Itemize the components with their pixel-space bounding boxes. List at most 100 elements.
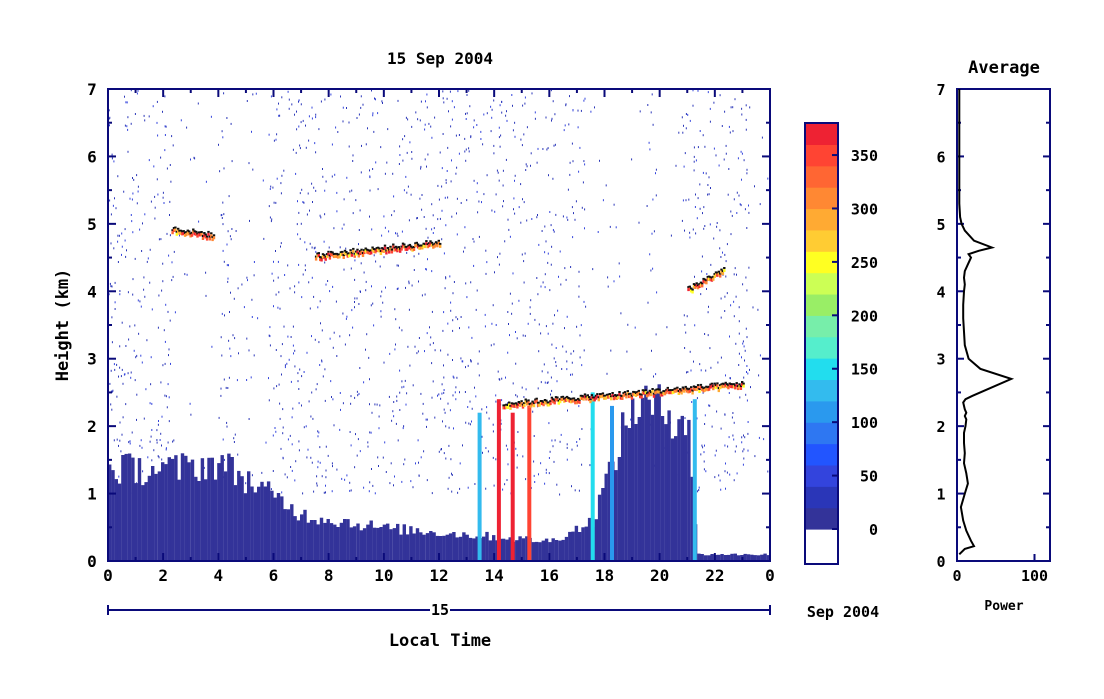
- layer-core: [633, 393, 636, 397]
- noise-speckle: [127, 128, 129, 131]
- noise-speckle: [151, 308, 153, 311]
- noise-speckle: [368, 490, 370, 493]
- layer-core: [632, 392, 635, 396]
- boundary-layer-column: [439, 536, 443, 561]
- boundary-layer-column: [462, 532, 466, 561]
- layer-core: [563, 399, 566, 403]
- noise-speckle: [707, 193, 709, 196]
- noise-speckle: [384, 441, 386, 444]
- noise-speckle: [170, 180, 172, 183]
- noise-speckle: [733, 315, 735, 318]
- layer-edge: [554, 396, 558, 399]
- layer-edge: [563, 397, 566, 400]
- noise-speckle: [720, 316, 722, 319]
- layer-edge: [557, 399, 560, 402]
- layer-edge: [412, 246, 416, 248]
- layer-edge: [710, 382, 714, 385]
- noise-speckle: [275, 430, 277, 433]
- layer-edge: [349, 249, 352, 252]
- noise-speckle: [544, 482, 546, 485]
- noise-speckle: [406, 392, 408, 395]
- noise-speckle: [443, 364, 444, 367]
- noise-speckle: [536, 216, 538, 219]
- noise-speckle: [109, 382, 111, 385]
- noise-speckle: [291, 469, 293, 472]
- noise-speckle: [478, 350, 480, 353]
- boundary-layer-column: [161, 462, 165, 561]
- noise-speckle: [171, 261, 173, 264]
- layer-core: [415, 243, 418, 247]
- layer-edge: [382, 248, 385, 250]
- noise-speckle: [223, 167, 225, 170]
- noise-speckle: [571, 206, 573, 209]
- noise-speckle: [352, 212, 354, 215]
- noise-speckle: [131, 198, 133, 201]
- noise-speckle: [444, 196, 446, 199]
- boundary-layer-column: [717, 554, 721, 561]
- layer-edge: [694, 386, 697, 388]
- noise-speckle: [478, 235, 480, 238]
- layer-edge: [376, 246, 380, 249]
- layer-edge: [207, 230, 210, 233]
- noise-speckle: [651, 232, 653, 235]
- layer-edge: [656, 388, 660, 391]
- noise-speckle: [324, 261, 326, 264]
- noise-speckle: [732, 434, 734, 437]
- noise-speckle: [542, 148, 544, 150]
- noise-speckle: [683, 165, 685, 168]
- noise-speckle: [117, 175, 119, 178]
- noise-speckle: [394, 308, 396, 311]
- boundary-layer-column: [280, 496, 284, 561]
- noise-speckle: [482, 451, 483, 454]
- noise-speckle: [639, 110, 641, 113]
- noise-speckle: [497, 256, 498, 259]
- noise-speckle: [516, 337, 518, 340]
- noise-speckle: [270, 220, 272, 223]
- boundary-layer-column: [124, 453, 128, 561]
- noise-speckle: [316, 383, 318, 386]
- boundary-layer-column: [170, 458, 175, 561]
- layer-edge: [588, 396, 591, 399]
- noise-speckle: [430, 125, 432, 128]
- noise-speckle: [132, 192, 134, 195]
- noise-speckle: [420, 165, 422, 168]
- layer-core: [331, 253, 334, 257]
- noise-speckle: [356, 297, 358, 300]
- noise-speckle: [426, 418, 428, 421]
- layer-edge: [623, 391, 627, 394]
- layer-core: [338, 255, 341, 259]
- noise-speckle: [655, 373, 657, 376]
- noise-speckle: [231, 160, 233, 163]
- noise-speckle: [157, 455, 159, 458]
- noise-speckle: [371, 89, 372, 92]
- noise-speckle: [536, 161, 538, 164]
- layer-core: [368, 251, 372, 255]
- layer-core: [611, 394, 614, 397]
- noise-speckle: [205, 180, 207, 183]
- boundary-layer-column: [617, 457, 622, 561]
- noise-speckle: [470, 360, 472, 363]
- noise-speckle: [750, 386, 751, 389]
- layer-core: [586, 396, 589, 400]
- noise-speckle: [392, 410, 394, 413]
- layer-edge: [314, 255, 318, 258]
- layer-core: [574, 401, 577, 405]
- noise-speckle: [273, 387, 275, 390]
- noise-speckle: [724, 470, 726, 473]
- noise-speckle: [380, 295, 382, 298]
- noise-speckle: [369, 169, 370, 172]
- noise-speckle: [515, 362, 517, 365]
- noise-speckle: [229, 347, 231, 350]
- noise-speckle: [345, 247, 347, 250]
- noise-speckle: [372, 168, 374, 170]
- noise-speckle: [743, 457, 745, 460]
- noise-speckle: [445, 276, 447, 279]
- noise-speckle: [704, 333, 706, 335]
- noise-speckle: [572, 236, 574, 239]
- layer-edge: [691, 288, 694, 291]
- layer-edge: [665, 388, 668, 391]
- noise-speckle: [131, 220, 133, 223]
- noise-speckle: [222, 223, 224, 226]
- noise-speckle: [440, 397, 442, 400]
- noise-speckle: [569, 173, 571, 176]
